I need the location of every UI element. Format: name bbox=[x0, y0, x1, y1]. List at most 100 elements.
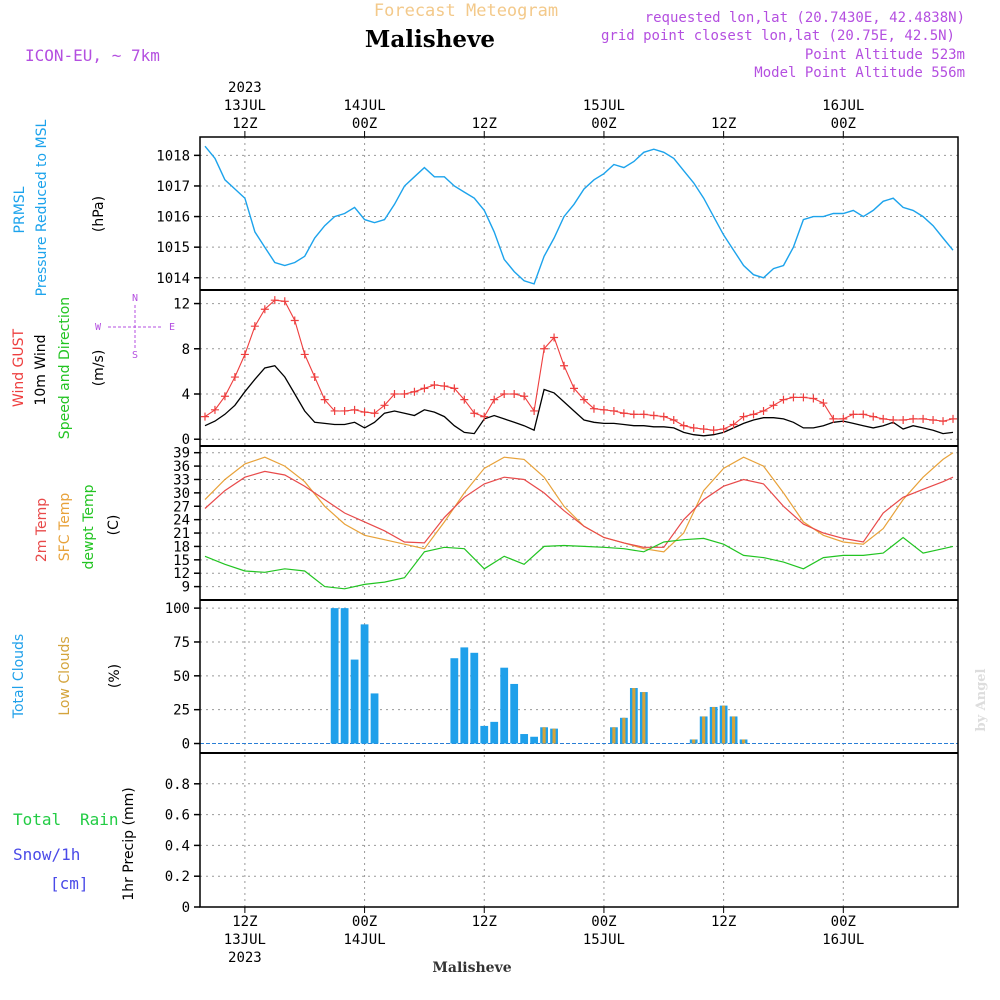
gust-point-marker bbox=[709, 426, 718, 435]
gust-point-marker bbox=[599, 405, 608, 414]
time-label-top: 12Z bbox=[232, 116, 257, 132]
gust-label: Wind GUST bbox=[11, 328, 27, 407]
time-label-top: 14JUL bbox=[343, 98, 385, 114]
model-point-altitude: Model Point Altitude 556m bbox=[754, 65, 965, 81]
total-cloud-bar bbox=[360, 624, 369, 744]
t2m-series-line bbox=[204, 470, 954, 548]
y-tick-label: 36 bbox=[173, 459, 190, 475]
gust-point-marker bbox=[430, 380, 439, 389]
gust-point-marker bbox=[829, 414, 838, 423]
gust-point-marker bbox=[609, 406, 618, 415]
gust-point-marker bbox=[579, 395, 588, 404]
y-tick-label: 75 bbox=[173, 635, 190, 651]
compass-s: S bbox=[132, 350, 138, 361]
gust-point-marker bbox=[450, 384, 459, 393]
sfc-temp-label: SFC Temp bbox=[57, 493, 73, 562]
y-tick-label: 0.8 bbox=[165, 777, 190, 793]
low-cloud-bar bbox=[542, 727, 546, 744]
gust-point-marker bbox=[869, 412, 878, 421]
total-rain-label-b: Rain bbox=[80, 810, 119, 829]
wind-dir-label: Speed and Direction bbox=[57, 297, 73, 439]
gust-point-marker bbox=[889, 416, 898, 424]
y-tick-label: 100 bbox=[165, 601, 190, 617]
y-tick-label: 27 bbox=[173, 499, 190, 515]
gust-point-marker bbox=[440, 382, 449, 391]
gust-point-marker bbox=[589, 404, 598, 413]
low-cloud-bar bbox=[632, 688, 636, 744]
y-tick-label: 21 bbox=[173, 526, 190, 542]
y-tick-label: 1017 bbox=[156, 179, 190, 195]
y-tick-label: 4 bbox=[182, 387, 190, 403]
gust-point-marker bbox=[420, 384, 429, 393]
pressure-name-label: PRMSL bbox=[12, 186, 28, 233]
gust-point-marker bbox=[490, 395, 499, 404]
y-tick-label: 39 bbox=[173, 446, 190, 462]
low-cloud-bar bbox=[712, 706, 716, 744]
y-tick-label: 0.2 bbox=[165, 869, 190, 885]
gust-point-marker bbox=[540, 344, 549, 353]
gust-point-marker bbox=[280, 297, 289, 306]
y-tick-label: 1015 bbox=[156, 240, 190, 256]
gust-point-marker bbox=[460, 395, 469, 404]
gust-point-marker bbox=[330, 406, 339, 415]
gust-point-marker bbox=[839, 414, 848, 423]
gust-point-marker bbox=[380, 401, 389, 410]
gust-point-marker bbox=[270, 296, 279, 305]
header: Forecast Meteogram Malisheve ICON-EU, ~ … bbox=[25, 1, 989, 976]
temp-labels: 2m Temp SFC Temp dewpt Temp (C) bbox=[34, 484, 122, 569]
gust-point-marker bbox=[370, 409, 379, 418]
gust-point-marker bbox=[879, 414, 888, 423]
time-label-bottom: 00Z bbox=[831, 914, 856, 930]
total-cloud-bar bbox=[500, 667, 509, 744]
gust-point-marker bbox=[949, 414, 958, 423]
requested-coords: requested lon,lat (20.7430E, 42.4838N) bbox=[645, 10, 965, 26]
y-tick-label: 0 bbox=[182, 737, 190, 753]
data-layer bbox=[200, 145, 958, 745]
gust-point-marker bbox=[320, 395, 329, 404]
gust-point-marker bbox=[240, 350, 249, 359]
gust-point-marker bbox=[659, 412, 668, 421]
gust-point-marker bbox=[570, 384, 579, 393]
time-label-top: 16JUL bbox=[822, 98, 864, 114]
gust-point-marker bbox=[510, 390, 519, 398]
y-tick-label: 30 bbox=[173, 486, 190, 502]
gust-point-marker bbox=[939, 417, 948, 426]
total-cloud-bar bbox=[460, 647, 469, 744]
y-tick-label: 1018 bbox=[156, 148, 190, 164]
low-cloud-bar bbox=[722, 705, 726, 744]
total-cloud-bar bbox=[350, 659, 359, 744]
low-cloud-bar bbox=[642, 692, 646, 744]
gust-point-marker bbox=[689, 423, 698, 432]
gust-point-marker bbox=[290, 316, 299, 325]
low-cloud-bar bbox=[742, 739, 746, 744]
total-rain-label-a: Total bbox=[13, 810, 61, 829]
compass-e: E bbox=[169, 322, 175, 333]
time-label-bottom: 14JUL bbox=[343, 932, 385, 948]
time-label-bottom: 2023 bbox=[228, 950, 262, 966]
gust-point-marker bbox=[679, 421, 688, 430]
gust-point-marker bbox=[909, 414, 918, 423]
low-cloud-bar bbox=[622, 717, 626, 744]
gust-point-marker bbox=[719, 425, 728, 434]
time-label-top: 00Z bbox=[352, 116, 377, 132]
panel-frames bbox=[199, 136, 959, 908]
total-cloud-bar bbox=[480, 725, 489, 744]
gust-point-marker bbox=[779, 395, 788, 404]
dewpt-series-line bbox=[204, 536, 954, 590]
compass-w: W bbox=[95, 322, 102, 333]
gust-point-marker bbox=[639, 410, 648, 419]
gust-point-marker bbox=[899, 416, 908, 424]
pressure-series-line bbox=[204, 145, 954, 285]
gust-point-marker bbox=[789, 393, 798, 402]
total-cloud-bar bbox=[330, 608, 339, 744]
y-tick-label: 15 bbox=[173, 553, 190, 569]
gust-point-marker bbox=[520, 392, 529, 401]
gust-point-marker bbox=[859, 410, 868, 419]
total-cloud-bar bbox=[520, 734, 529, 744]
time-label-top: 13JUL bbox=[224, 98, 266, 114]
y-tick-label: 0.6 bbox=[165, 808, 190, 824]
low-cloud-bar bbox=[552, 728, 556, 744]
time-label-top: 15JUL bbox=[583, 98, 625, 114]
gust-point-marker bbox=[390, 390, 399, 398]
